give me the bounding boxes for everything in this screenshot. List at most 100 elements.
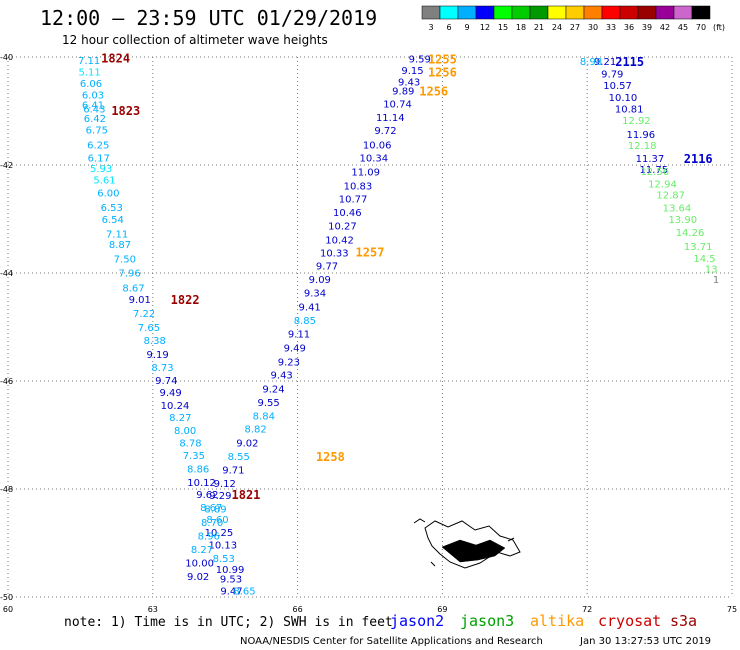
time-label: 1822 [171,293,200,307]
swh-point: 10.42 [325,236,354,247]
swh-point: 8.73 [151,363,173,374]
swh-point: 10.46 [333,208,362,219]
swh-point: 10.24 [161,401,190,412]
swh-point: 9.53 [220,575,242,586]
time-label: 1256 [428,66,457,80]
colorbar-swatch [655,5,675,20]
swh-point: 10.74 [383,99,412,110]
swh-point: 11.75 [639,165,668,176]
colorbar-label: 70 [696,23,706,32]
satellite-jason2: jason2 [390,612,444,630]
swh-point: 11.14 [376,113,405,124]
swh-point: 9.79 [601,70,623,81]
colorbar-swatch [637,5,657,20]
units-note: note: 1) Time is in UTC; 2) SWH is in fe… [64,615,393,630]
colorbar-label: 39 [642,23,652,32]
swh-point: 5.11 [78,68,100,79]
colorbar-swatch [619,5,639,20]
colorbar-label: 27 [570,23,580,32]
y-tick-label: -42 [0,161,13,170]
swh-point: 13.64 [663,204,692,215]
swh-point: 9.11 [288,329,310,340]
time-label: 2116 [684,152,713,166]
colorbar-label: 12 [480,23,490,32]
x-tick-label: 60 [3,605,13,614]
swh-point: 9.77 [316,261,338,272]
swh-point: 7.35 [183,451,205,462]
swh-point: 6.17 [88,153,110,164]
time-labels: 1824182318221821125512561256125712582115… [101,52,712,502]
satellite-cryosat: cryosat [598,612,661,630]
swh-point: 1 [713,275,719,286]
swh-point: 6.42 [84,114,106,125]
swh-point: 14.5 [693,254,715,265]
swh-point: 10.12 [187,478,216,489]
swh-point: 10.99 [216,565,245,576]
swh-point: 11.37 [636,154,665,165]
swh-point: 12.87 [656,191,685,202]
swh-point: 8.84 [253,412,275,423]
colorbar-label: 33 [606,23,616,32]
swh-point: 6.54 [102,215,124,226]
colorbar-swatch [511,5,531,20]
swh-point: 10.34 [360,153,389,164]
x-tick-label: 75 [727,605,737,614]
swh-point: 9.62 [196,490,218,501]
swh-point: 10.10 [609,93,638,104]
colorbar-label: 6 [446,23,451,32]
swh-point: 9.74 [155,376,177,387]
swh-point: 9.02 [187,572,209,583]
swh-point: 6.25 [87,140,109,151]
colorbar-label: 18 [516,23,526,32]
colorbar-label: (ft) [713,23,725,32]
colorbar-swatch [583,5,603,20]
swh-point: 9.09 [309,275,331,286]
swh-point: 8.00 [174,426,196,437]
swh-point: 7.11 [106,230,128,241]
swh-point: 9.23 [278,358,300,369]
swh-point: 8.78 [179,439,201,450]
island-outline [413,518,521,569]
swh-point: 8.38 [144,336,166,347]
swh-point: 10.25 [205,528,234,539]
swh-point: 12.94 [648,179,677,190]
colorbar-label: 24 [552,23,562,32]
swh-point: 6.03 [82,90,104,101]
x-tick-label: 66 [293,605,303,614]
swh-point: 13.90 [668,215,697,226]
swh-point: 12.92 [622,116,651,127]
colorbar-swatch [457,5,477,20]
swh-point: 10.81 [615,104,644,115]
time-label: 1256 [419,84,448,98]
colorbar-swatch [439,5,459,20]
time-label: 1821 [232,488,261,502]
swh-point: 6.75 [86,125,108,136]
swh-point: 10.77 [339,194,368,205]
colorbar-label: 3 [428,23,433,32]
swh-point: 9.43 [398,77,420,88]
footer-center: NOAA/NESDIS Center for Satellite Applica… [240,636,543,647]
colorbar-swatch [565,5,585,20]
time-label: 1824 [101,52,130,66]
y-tick-label: -40 [0,53,13,62]
swh-point: 11.09 [351,167,380,178]
swh-point: 12.56 [640,167,669,178]
footer-timestamp: Jan 30 13:27:53 UTC 2019 [579,636,711,647]
time-label: 1255 [428,53,457,67]
swh-point: 13.71 [684,242,713,253]
swh-point: 6.43 [83,104,105,115]
colorbar-swatch [493,5,513,20]
swh-point: 9.89 [392,86,414,97]
satellite-altika: altika [530,612,584,630]
swh-point: 10.00 [185,558,214,569]
swh-point: 10.27 [328,221,357,232]
swh-point: 9.49 [160,388,182,399]
swh-point: 9.47 [220,587,242,598]
swh-point: 9.29 [209,491,231,502]
satellite-legend: jason2 jason3 altika cryosat s3a [390,612,697,630]
swh-point: 8.85 [294,316,316,327]
swh-point: 8.27 [191,545,213,556]
x-tick-label: 72 [582,605,592,614]
swh-point: 12.18 [628,141,657,152]
swh-point: 8.55 [228,452,250,463]
